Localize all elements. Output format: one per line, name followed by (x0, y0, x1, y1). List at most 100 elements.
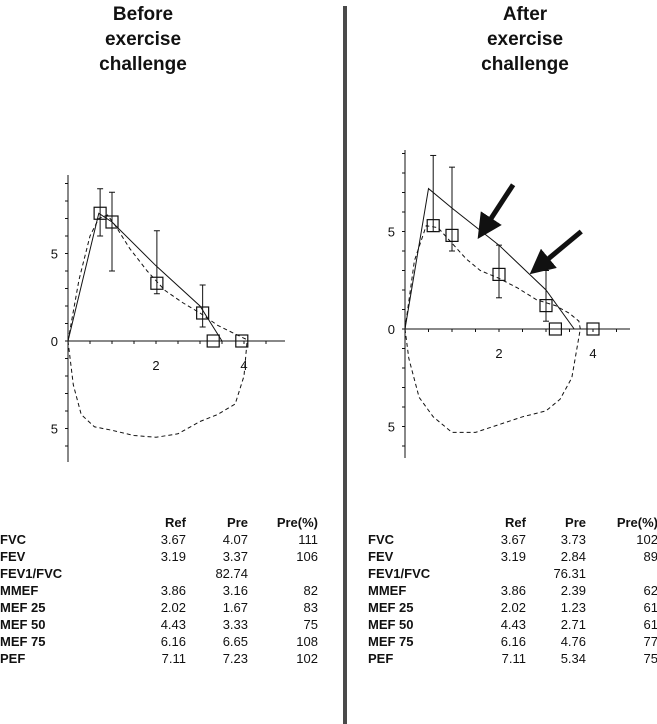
table-cell: 3.19 (500, 549, 526, 564)
table-row: PEF 7.11 7.23 102 (0, 650, 318, 667)
spirometry-table: Ref Pre Pre(%) FVC 3.67 4.07 111 FEV 3.19 3.37… (0, 514, 318, 667)
table-header-cell: Pre (565, 515, 586, 530)
table-row: MEF 25 2.02 1.67 83 (0, 599, 318, 616)
measured-inspiratory-curve (404, 328, 581, 433)
predicted-line (404, 187, 575, 330)
table-cell: 4.43 (160, 617, 186, 632)
square-marker (150, 276, 164, 290)
table-cell: 102 (636, 532, 657, 547)
chart-title-line: challenge (99, 54, 187, 75)
measured-inspiratory-curve (67, 340, 248, 438)
predicted-line (67, 212, 223, 342)
square-marker (196, 306, 210, 320)
square-marker (586, 322, 600, 336)
table-cell: 2.02 (160, 600, 186, 615)
table-cell: 2.02 (500, 600, 526, 615)
table-header-cell: Pre(%) (616, 515, 657, 530)
panel-divider (343, 6, 347, 724)
table-cell: 6.16 (160, 634, 186, 649)
square-marker (206, 334, 220, 348)
table-row: MEF 50 4.43 2.71 61 (368, 616, 657, 633)
table-cell: 4.43 (500, 617, 526, 632)
y-tick-label: 5 (388, 420, 395, 435)
table-cell: 2.84 (560, 549, 586, 564)
table-cell: 89 (643, 549, 657, 564)
table-cell: 6.16 (500, 634, 526, 649)
spirometry-table: Ref Pre Pre(%) FVC 3.67 3.73 102 FEV 3.19 2.84… (368, 514, 657, 667)
row-label: FVC (0, 532, 26, 547)
table-cell: 3.37 (222, 549, 248, 564)
row-label: MMEF (0, 583, 39, 598)
row-label: MMEF (368, 583, 407, 598)
table-row: FEV1/FVC 76.31 (368, 565, 657, 582)
table-row: FEV 3.19 3.37 106 (0, 548, 318, 565)
table-row: FVC 3.67 3.73 102 (368, 531, 657, 548)
row-label: FEV1/FVC (368, 566, 431, 581)
table-row: MEF 75 6.16 4.76 77 (368, 633, 657, 650)
flow-volume-chart: 5 0 5 2 4 (388, 150, 630, 458)
row-label: FEV (368, 549, 394, 564)
table-row: MMEF 3.86 3.16 82 (0, 582, 318, 599)
table-cell: 4.07 (222, 532, 248, 547)
row-label: MEF 25 (368, 600, 414, 615)
square-marker (426, 219, 440, 233)
table-cell: 76.31 (553, 566, 586, 581)
table-cell: 6.65 (222, 634, 248, 649)
table-cell: 1.67 (222, 600, 248, 615)
table-header-cell: Ref (505, 515, 526, 530)
chart-title-line: Before (112, 4, 174, 25)
panel-before: Before exercise challenge 5 0 5 2 4 Ref Pre … (0, 0, 328, 724)
table-row: FVC 3.67 4.07 111 (0, 531, 318, 548)
table-cell: 3.16 (222, 583, 248, 598)
table-row: MMEF 3.86 2.39 62 (368, 582, 657, 599)
annotation-arrow (529, 229, 583, 275)
table-cell: 2.39 (560, 583, 586, 598)
table-cell: 1.23 (560, 600, 586, 615)
row-label: MEF 50 (368, 617, 414, 632)
square-marker (548, 322, 562, 336)
square-marker (93, 206, 107, 220)
table-cell: 3.86 (160, 583, 186, 598)
row-label: PEF (368, 651, 394, 666)
x-tick-label: 2 (495, 346, 502, 361)
x-tick-label: 2 (152, 358, 159, 373)
square-marker (445, 228, 459, 242)
table-cell: 3.86 (500, 583, 526, 598)
table-cell: 82.74 (215, 566, 248, 581)
table-row: MEF 25 2.02 1.23 61 (368, 599, 657, 616)
table-cell (130, 565, 186, 582)
table-cell (248, 565, 318, 582)
measured-expiratory-curve (67, 214, 248, 342)
row-label: MEF 75 (368, 634, 414, 649)
table-cell: 108 (296, 634, 318, 649)
row-label: FEV1/FVC (0, 566, 63, 581)
chart-title-line: exercise (104, 29, 182, 50)
flow-volume-chart: 5 0 5 2 4 (51, 175, 285, 462)
row-label: MEF 50 (0, 617, 46, 632)
chart-title-line: exercise (486, 29, 564, 50)
y-tick-label: 5 (388, 225, 395, 240)
table-row: FEV 3.19 2.84 89 (368, 548, 657, 565)
panel-after: After exercise challenge 5 0 5 2 4 Ref Pre P… (330, 0, 657, 724)
table-cell: 3.67 (160, 532, 186, 547)
table-header-row: Ref Pre Pre(%) (368, 514, 657, 531)
table-header-cell: Pre (227, 515, 248, 530)
table-cell: 7.23 (222, 651, 248, 666)
table-cell: 3.73 (560, 532, 586, 547)
table-cell: 4.76 (560, 634, 586, 649)
table-cell: 3.67 (500, 532, 526, 547)
table-cell: 7.11 (161, 651, 186, 666)
square-marker (539, 299, 553, 313)
table-cell: 5.34 (560, 651, 586, 666)
table-cell: 111 (298, 532, 318, 547)
square-marker (105, 215, 119, 229)
table-cell: 75 (643, 651, 657, 666)
table-cell: 3.19 (160, 549, 186, 564)
row-label: MEF 25 (0, 600, 46, 615)
table-header-cell (0, 514, 130, 531)
y-tick-label: 5 (51, 422, 58, 437)
y-tick-label: 5 (51, 247, 58, 262)
table-header-row: Ref Pre Pre(%) (0, 514, 318, 531)
table-row: PEF 7.11 5.34 75 (368, 650, 657, 667)
table-cell (468, 565, 526, 582)
